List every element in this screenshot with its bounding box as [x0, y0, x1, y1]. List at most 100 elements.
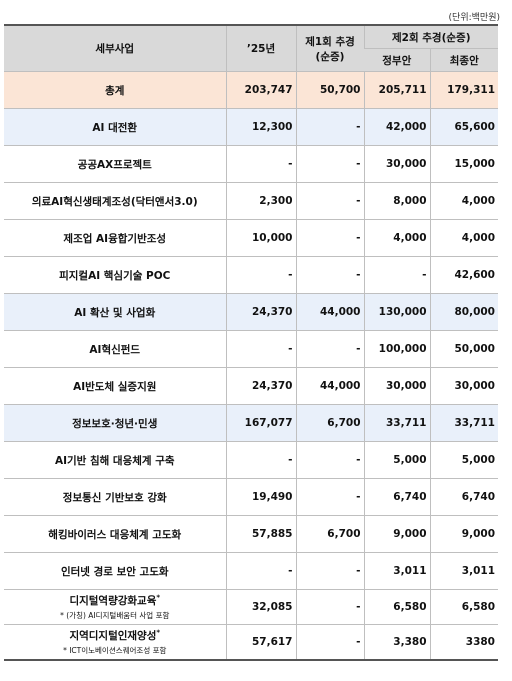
- cell-final: 4,000: [429, 182, 498, 220]
- cell-final: 3380: [429, 624, 498, 661]
- row-name: 정보보호·청년·민생: [4, 404, 226, 442]
- row-name-text: 정보통신 기반보호 강화: [62, 491, 167, 504]
- cell-final: 9,000: [429, 515, 498, 553]
- row-name-text: AI 대전환: [92, 121, 138, 134]
- cell-supp1: 44,000: [295, 293, 364, 331]
- row-name-text: 디지털역량강화교육: [69, 595, 157, 607]
- row-note: * ICT이노베이션스퀘어조성 포함: [63, 646, 167, 655]
- cell-gov: 6,580: [363, 589, 430, 625]
- table-row: AI반도체 실증지원 24,370 44,000 30,000 30,000: [4, 367, 498, 405]
- header-final: 최종안: [429, 48, 498, 72]
- header-supp1: 제1회 추경 (순증): [295, 25, 364, 72]
- cell-y2025: -: [225, 330, 296, 368]
- cell-y2025: 24,370: [225, 367, 296, 405]
- cell-supp1: -: [295, 219, 364, 257]
- row-name-text: 제조업 AI융합기반조성: [63, 232, 167, 245]
- table-row: 정보보호·청년·민생 167,077 6,700 33,711 33,711: [4, 404, 498, 442]
- cell-y2025: -: [225, 256, 296, 294]
- table-row: AI 확산 및 사업화 24,370 44,000 130,000 80,000: [4, 293, 498, 331]
- row-name-text: AI기반 침해 대응체계 구축: [54, 454, 175, 467]
- cell-y2025: 12,300: [225, 108, 296, 146]
- cell-y2025: 57,617: [225, 624, 296, 661]
- cell-gov: 3,011: [363, 552, 430, 590]
- table-row: AI 대전환 12,300-42,000 65,600: [4, 108, 498, 146]
- cell-supp1: 6,700: [295, 515, 364, 553]
- row-name: AI반도체 실증지원: [4, 367, 226, 405]
- cell-final: 15,000: [429, 145, 498, 183]
- table-row: 공공AX프로젝트 - -30,000 15,000: [4, 145, 498, 183]
- row-name-text: 총계: [105, 84, 125, 97]
- cell-supp1: -: [295, 624, 364, 661]
- row-name-text: AI혁신펀드: [89, 343, 141, 356]
- cell-y2025: 167,077: [225, 404, 296, 442]
- header-supp1-line2: (순증): [315, 50, 345, 63]
- row-name-text: AI 확산 및 사업화: [74, 306, 156, 319]
- cell-final: 50,000: [429, 330, 498, 368]
- cell-supp1: -: [295, 256, 364, 294]
- row-name-text: 인터넷 경로 보안 고도화: [60, 565, 169, 578]
- cell-supp1: -: [295, 182, 364, 220]
- cell-final: 65,600: [429, 108, 498, 146]
- cell-gov: -: [363, 256, 430, 294]
- cell-y2025: -: [225, 441, 296, 479]
- row-name: 디지털역량강화교육* * (가칭) AI디지털배움터 사업 포함: [4, 589, 226, 625]
- table-header: 세부사업 ’25년 제1회 추경 (순증) 제2회 추경(순증) 정부안 최종안: [4, 25, 498, 72]
- table-row: AI혁신펀드 - -100,000 50,000: [4, 330, 498, 368]
- cell-gov: 130,000: [363, 293, 430, 331]
- cell-gov: 33,711: [363, 404, 430, 442]
- row-name: AI 확산 및 사업화: [4, 293, 226, 331]
- cell-final: 179,311: [429, 71, 498, 109]
- cell-final: 42,600: [429, 256, 498, 294]
- cell-y2025: 2,300: [225, 182, 296, 220]
- row-name-text: 정보보호·청년·민생: [72, 417, 158, 430]
- cell-supp1: -: [295, 330, 364, 368]
- cell-y2025: 24,370: [225, 293, 296, 331]
- table-row: 지역디지털인재양성* * ICT이노베이션스퀘어조성 포함 57,617-3,380…: [4, 624, 498, 661]
- row-name: 지역디지털인재양성* * ICT이노베이션스퀘어조성 포함: [4, 624, 226, 661]
- row-name-mark: *: [156, 593, 161, 602]
- cell-final: 30,000: [429, 367, 498, 405]
- row-name-text: 공공AX프로젝트: [77, 158, 152, 171]
- cell-final: 80,000: [429, 293, 498, 331]
- header-2025: ’25년: [225, 25, 296, 72]
- row-name-text: 지역디지털인재양성: [69, 630, 157, 642]
- row-name: 피지컬AI 핵심기술 POC: [4, 256, 226, 294]
- table-row: 해킹바이러스 대응체계 고도화 57,885 6,700 9,000 9,000: [4, 515, 498, 553]
- cell-gov: 30,000: [363, 145, 430, 183]
- table-row: AI기반 침해 대응체계 구축 - -5,000 5,000: [4, 441, 498, 479]
- cell-gov: 30,000: [363, 367, 430, 405]
- header-project: 세부사업: [4, 25, 226, 72]
- header-supp2: 제2회 추경(순증): [363, 25, 498, 49]
- table-row: 총계 203,747 50,700 205,711 179,311: [4, 71, 498, 109]
- table-row: 정보통신 기반보호 강화 19,490-6,740 6,740: [4, 478, 498, 516]
- row-name: 인터넷 경로 보안 고도화: [4, 552, 226, 590]
- cell-y2025: 203,747: [225, 71, 296, 109]
- cell-y2025: 32,085: [225, 589, 296, 625]
- cell-supp1: -: [295, 441, 364, 479]
- cell-final: 33,711: [429, 404, 498, 442]
- row-name-text: 의료AI혁신생태계조성(닥터앤서3.0): [31, 195, 198, 208]
- header-gov: 정부안: [364, 48, 430, 72]
- cell-final: 6,580: [429, 589, 498, 625]
- cell-y2025: 19,490: [225, 478, 296, 516]
- row-name-text: 피지컬AI 핵심기술 POC: [59, 269, 171, 282]
- cell-y2025: 10,000: [225, 219, 296, 257]
- table-row: 의료AI혁신생태계조성(닥터앤서3.0) 2,300-8,000 4,000: [4, 182, 498, 220]
- row-name-mark: *: [156, 628, 161, 637]
- table-body: 총계 203,747 50,700 205,711 179,311 AI 대전환 12,30…: [4, 71, 498, 661]
- cell-supp1: -: [295, 478, 364, 516]
- row-name: AI기반 침해 대응체계 구축: [4, 441, 226, 479]
- cell-gov: 4,000: [363, 219, 430, 257]
- row-note: * (가칭) AI디지털배움터 사업 포함: [60, 611, 170, 620]
- cell-gov: 3,380: [363, 624, 430, 661]
- cell-supp1: -: [295, 552, 364, 590]
- budget-table: 세부사업 ’25년 제1회 추경 (순증) 제2회 추경(순증) 정부안 최종안…: [4, 24, 498, 661]
- cell-supp1: 44,000: [295, 367, 364, 405]
- cell-gov: 205,711: [363, 71, 430, 109]
- cell-final: 6,740: [429, 478, 498, 516]
- cell-final: 4,000: [429, 219, 498, 257]
- cell-y2025: -: [225, 552, 296, 590]
- row-name: 정보통신 기반보호 강화: [4, 478, 226, 516]
- cell-gov: 6,740: [363, 478, 430, 516]
- row-name: 해킹바이러스 대응체계 고도화: [4, 515, 226, 553]
